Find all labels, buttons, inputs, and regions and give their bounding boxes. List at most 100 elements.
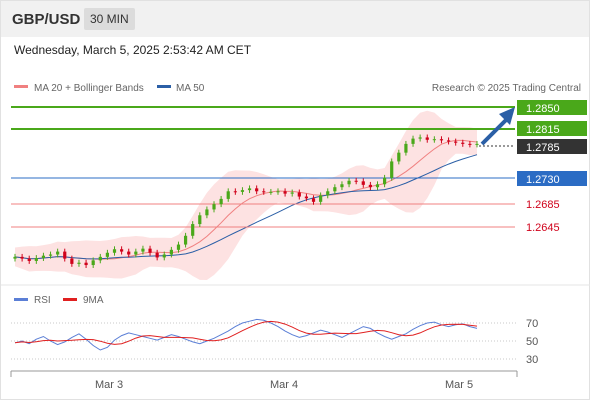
rsi-ma-legend-label: 9MA [83, 295, 104, 306]
datetime-label: Wednesday, March 5, 2025 2:53:42 AM CET [14, 43, 252, 57]
level-tag-1: 1.2850 [517, 100, 587, 115]
candle-body [219, 198, 223, 205]
candle-body [48, 254, 53, 256]
candle-body [91, 260, 95, 266]
candle-body [368, 184, 372, 188]
forecast-arrow-shaft [480, 116, 510, 146]
rsi-legend-label: RSI [34, 295, 51, 306]
candle-body [155, 252, 159, 258]
candle-body [41, 255, 46, 259]
candle-body [34, 258, 38, 261]
timeframe-button[interactable]: 30 MIN [84, 8, 135, 30]
level-value-5: 1.2685 [526, 199, 560, 211]
candle-body [176, 244, 181, 250]
candle-body [383, 177, 387, 185]
candle-body [56, 251, 60, 255]
candle-body [148, 248, 152, 253]
candle-body [84, 262, 88, 266]
candle-body [255, 188, 259, 192]
ma50-legend-label: MA 50 [176, 83, 205, 94]
candle-body [127, 251, 131, 255]
candle-body [347, 180, 351, 185]
candle-body [205, 209, 209, 216]
candle-body [112, 249, 117, 253]
candle-body [169, 249, 173, 255]
candle-body [446, 140, 451, 142]
candle-body [134, 251, 138, 255]
rsi-axis-30: 30 [526, 354, 538, 366]
candle-body [290, 192, 294, 194]
level-tag-3: 1.2785 [517, 139, 587, 154]
rsi-axis-70: 70 [526, 318, 538, 330]
candle-body [461, 142, 465, 144]
candle-body [105, 252, 109, 257]
candle-body [247, 188, 252, 191]
candle-body [311, 198, 316, 202]
candlestick-series [13, 134, 479, 268]
candle-body [340, 184, 344, 188]
candle-body [240, 190, 245, 192]
ma20-legend-label: MA 20 + Bollinger Bands [34, 83, 144, 94]
candle-body [283, 191, 287, 194]
candle-body [262, 191, 266, 193]
level-value-3: 1.2785 [526, 142, 560, 154]
x-label-mar4: Mar 4 [270, 379, 298, 391]
candle-body [120, 249, 124, 252]
candle-body [319, 195, 323, 202]
candle-body [233, 191, 237, 193]
candle-body [141, 248, 145, 252]
level-tag-2: 1.2815 [517, 121, 587, 136]
candle-body [13, 256, 17, 259]
candle-body [191, 224, 195, 236]
candle-body [304, 196, 309, 199]
candle-body [397, 152, 401, 162]
candle-body [98, 256, 102, 261]
rsi-legend-swatch [14, 298, 28, 301]
level-value-4: 1.2730 [526, 174, 560, 186]
ma20-legend-swatch [14, 85, 28, 88]
candle-body [269, 191, 273, 193]
credit-label: Research © 2025 Trading Central [432, 83, 581, 94]
candle-body [411, 138, 415, 144]
candle-body [212, 204, 216, 210]
candle-body [226, 191, 230, 199]
rsi-line [14, 318, 478, 351]
candle-body [404, 143, 408, 153]
candle-body [361, 181, 365, 185]
level-value-2: 1.2815 [526, 124, 560, 136]
candle-body [432, 139, 436, 141]
candle-body [77, 262, 81, 264]
candle-body [70, 258, 74, 264]
x-label-mar5: Mar 5 [445, 379, 473, 391]
candle-body [198, 215, 202, 225]
rsi-axis-50: 50 [526, 336, 538, 348]
candle-body [333, 187, 337, 192]
bollinger-band [15, 110, 477, 280]
candle-body [468, 143, 472, 145]
candle-body [297, 192, 301, 197]
candle-body [162, 254, 166, 258]
candle-body [418, 137, 422, 139]
candle-body [475, 143, 479, 145]
candle-body [454, 141, 458, 143]
ma50-legend-swatch [157, 85, 171, 88]
header-bar: GBP/USD 30 MIN [1, 1, 589, 37]
candle-body [183, 235, 188, 245]
forecast-arrow-head [499, 107, 515, 125]
candle-body [27, 258, 31, 261]
candle-body [20, 256, 24, 259]
candle-body [326, 191, 330, 196]
level-tag-4: 1.2730 [517, 171, 587, 186]
x-label-mar3: Mar 3 [95, 379, 123, 391]
candle-body [63, 251, 67, 259]
candle-body [276, 191, 280, 193]
rsi-ma-legend-swatch [63, 298, 77, 301]
level-value-6: 1.2645 [526, 222, 560, 234]
candle-body [375, 184, 380, 188]
candle-body [390, 161, 394, 178]
candle-body [439, 139, 444, 141]
candle-body [354, 180, 358, 182]
level-value-1: 1.2850 [526, 103, 560, 115]
